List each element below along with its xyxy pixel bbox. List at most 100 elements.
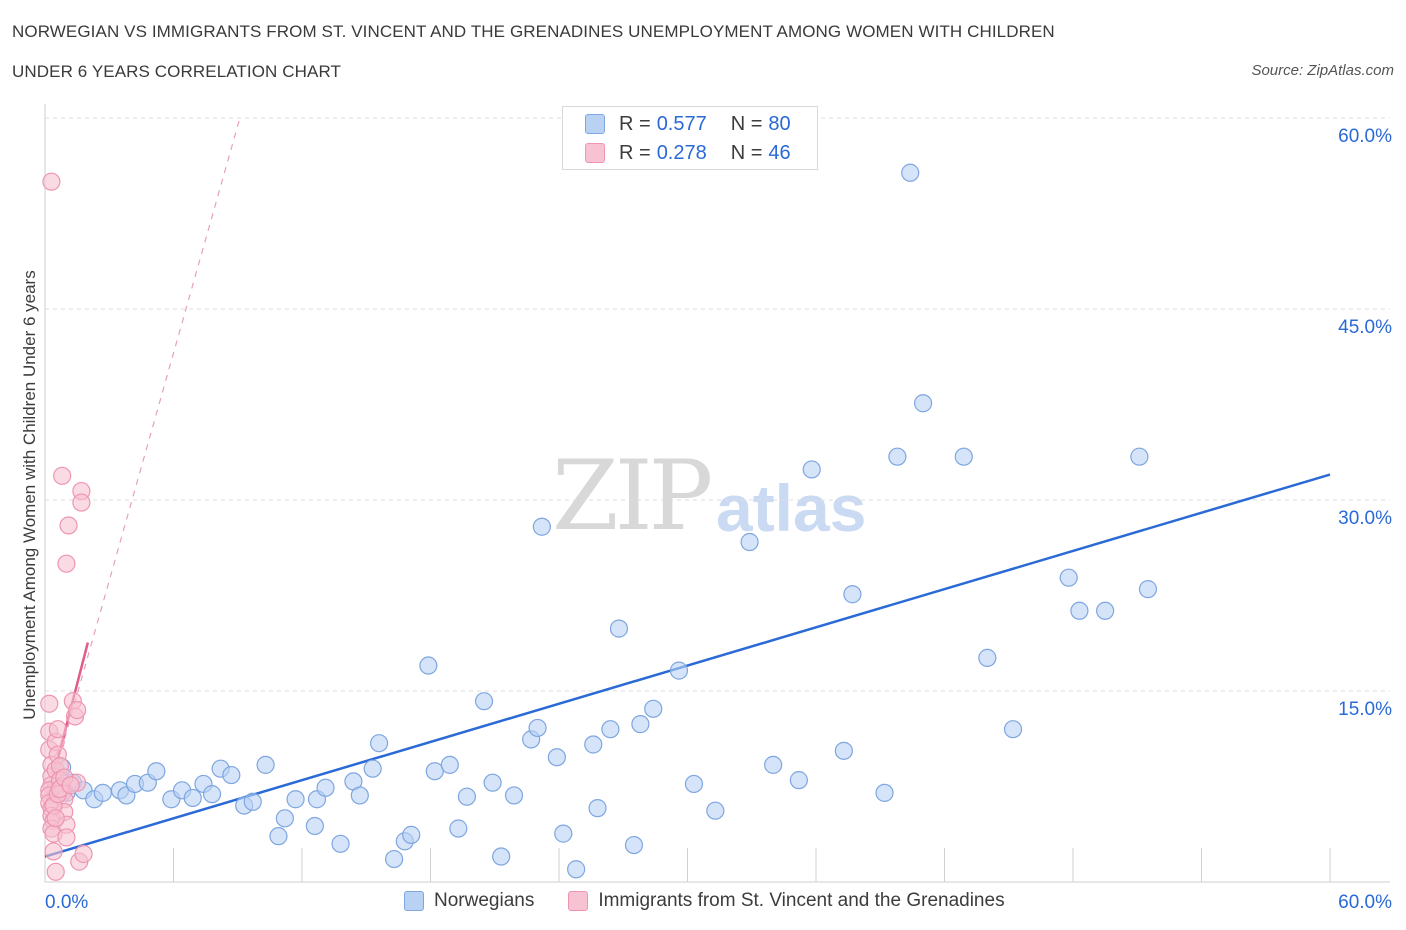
legend-n-label: N = <box>730 112 763 135</box>
norwegian-point <box>243 792 262 811</box>
legend-r-value: 0.577 <box>656 112 707 135</box>
norwegian-point <box>1096 601 1115 620</box>
norwegian-point <box>457 787 477 806</box>
norwegian-point <box>547 748 566 767</box>
watermark-zip: ZIP <box>552 440 713 552</box>
norwegian-point <box>532 517 551 536</box>
norwegian-point <box>901 163 920 182</box>
immigrant-point <box>42 172 61 191</box>
legend-row-norwegians: R = 0.577 N = 80 <box>585 111 791 137</box>
norwegian-point <box>147 762 166 781</box>
norwegian-point <box>978 648 997 667</box>
source-label: Source: ZipAtlas.com <box>1251 62 1394 79</box>
norwegian-point <box>402 825 421 844</box>
norwegian-point <box>913 394 933 413</box>
immigrant-point <box>61 776 80 795</box>
norwegian-point <box>1003 720 1023 739</box>
norwegian-point <box>1070 601 1089 620</box>
y-tick-label: 30.0% <box>1338 508 1392 529</box>
legend-label-norwegians: Norwegians <box>434 890 535 911</box>
norwegian-point <box>644 699 663 718</box>
legend-r-value: 0.278 <box>656 141 707 164</box>
norwegian-point <box>183 788 202 808</box>
norwegian-point <box>740 532 759 552</box>
legend-swatch-immigrants <box>568 891 589 911</box>
norwegian-point <box>202 785 222 804</box>
norwegian-point <box>440 755 459 774</box>
norwegian-point <box>609 619 629 638</box>
legend-n-value: 80 <box>768 112 791 135</box>
immigrant-point <box>46 809 65 828</box>
norwegian-point <box>305 816 324 836</box>
legend-swatch-pink <box>585 143 605 163</box>
immigrant-point <box>44 842 63 861</box>
legend-n-label: N = <box>730 141 763 164</box>
norwegian-point <box>504 786 524 805</box>
immigrant-point <box>48 720 67 739</box>
immigrant-point <box>68 700 87 720</box>
legend-r-label: R = <box>619 112 651 135</box>
norwegian-point <box>624 835 644 855</box>
norwegian-point <box>669 661 689 680</box>
y-tick-label: 60.0% <box>1338 126 1392 147</box>
watermark-atlas: atlas <box>716 471 867 545</box>
norwegian-point <box>492 847 511 866</box>
norwegian-point <box>449 819 468 838</box>
norwegian-point <box>483 773 502 792</box>
norwegian-point <box>269 827 288 846</box>
tick-label-layer: 60.0% 45.0% 30.0% 15.0% 0.0% 60.0% <box>45 126 1392 913</box>
immigrant-point <box>57 554 76 573</box>
immigrant-point <box>74 844 93 864</box>
norwegian-point <box>843 585 862 604</box>
series-legend: Norwegians Immigrants from St. Vincent a… <box>404 890 1005 912</box>
legend-swatch-blue <box>585 114 605 134</box>
points-layer <box>40 108 1158 881</box>
norwegian-point <box>1138 580 1158 599</box>
norwegian-point <box>350 786 369 805</box>
y-tick-label: 45.0% <box>1338 317 1392 338</box>
legend-label-immigrants: Immigrants from St. Vincent and the Gren… <box>598 890 1005 911</box>
norwegian-point <box>1130 447 1149 466</box>
norwegian-point <box>93 783 112 802</box>
norwegian-point <box>954 447 973 466</box>
norwegian-point <box>789 771 808 790</box>
norwegian-point <box>888 447 907 466</box>
norwegian-point <box>286 790 305 809</box>
norwegian-point <box>474 692 494 711</box>
norwegian-point <box>567 860 586 879</box>
stats-legend: R = 0.577 N = 80 R = 0.278 N = 46 <box>562 106 818 170</box>
immigrant-point <box>57 828 76 847</box>
norwegian-point <box>331 834 350 853</box>
norwegian-point <box>256 755 275 774</box>
norwegian-point <box>370 734 389 753</box>
norwegian-point <box>554 824 573 843</box>
x-tick-label: 0.0% <box>45 892 88 913</box>
norwegian-trend-line <box>44 473 1331 858</box>
x-tick-label: 60.0% <box>1338 892 1392 913</box>
norwegian-point <box>584 735 603 754</box>
norwegian-point <box>875 783 894 802</box>
norwegian-point <box>631 715 650 734</box>
y-axis-label: Unemployment Among Women with Children U… <box>20 270 39 720</box>
norwegian-point <box>528 718 547 738</box>
immigrant-point <box>72 493 91 512</box>
norwegian-point <box>363 759 382 778</box>
norwegian-point <box>1059 568 1078 587</box>
norwegian-point <box>706 801 725 820</box>
chart-title-line2: UNDER 6 YEARS CORRELATION CHART <box>12 62 341 81</box>
y-tick-label: 15.0% <box>1338 699 1392 720</box>
grid-layer <box>45 117 1390 692</box>
norwegian-point <box>802 460 821 479</box>
chart-title-line1: NORWEGIAN VS IMMIGRANTS FROM ST. VINCENT… <box>12 22 1055 41</box>
norwegian-point <box>222 765 241 785</box>
immigrant-point <box>46 862 65 881</box>
immigrant-point <box>59 516 78 535</box>
legend-n-value: 46 <box>768 141 791 164</box>
legend-r-label: R = <box>619 141 651 164</box>
immigrant-point <box>53 466 72 485</box>
norwegian-point <box>384 849 404 869</box>
norwegian-point <box>419 656 438 675</box>
norwegian-point <box>684 774 704 794</box>
norwegian-point <box>834 741 853 760</box>
